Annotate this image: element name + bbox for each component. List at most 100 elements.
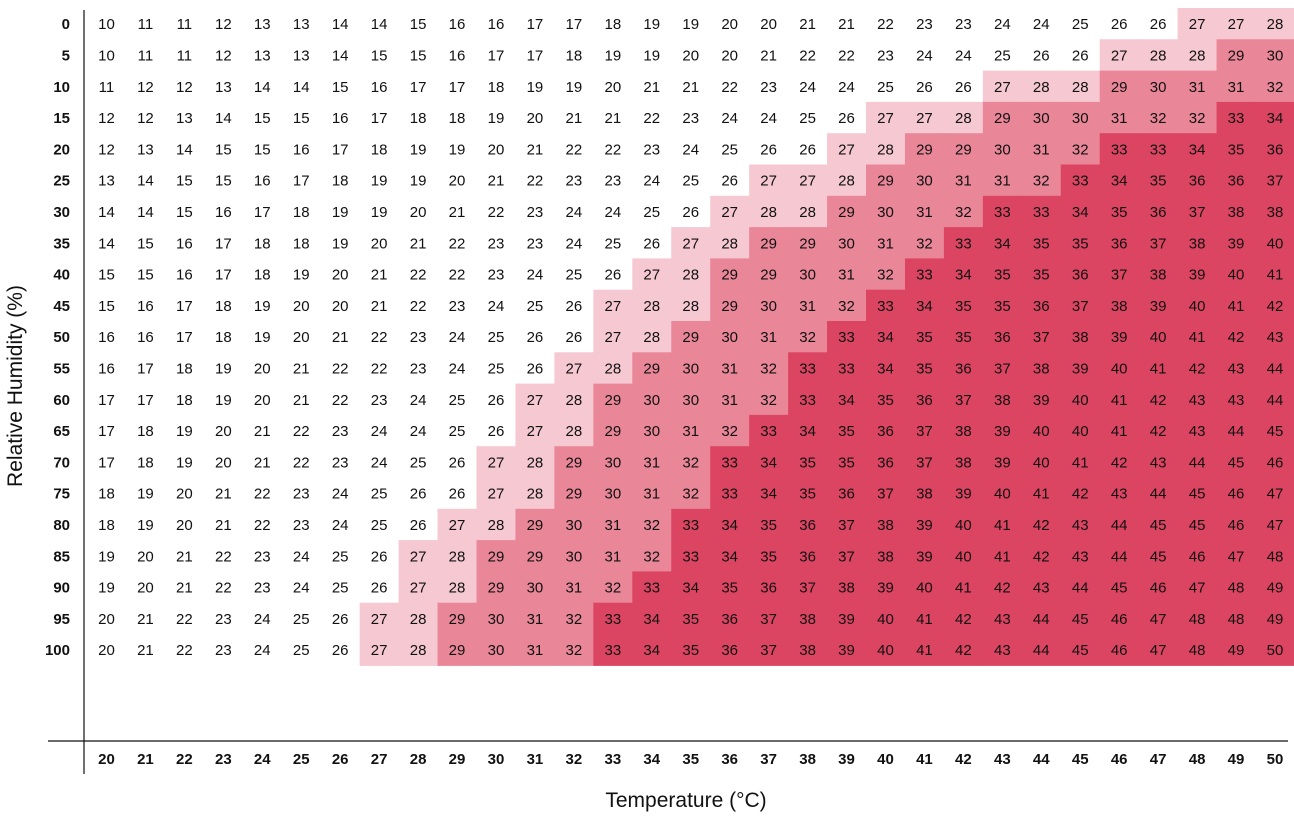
cell-value-label: 27 [799, 173, 816, 190]
heatmap-cell [749, 164, 789, 197]
heatmap-cell [554, 383, 594, 416]
heatmap-cell [671, 540, 711, 572]
heatmap-cell [1021, 164, 1062, 197]
x-tick-label: 30 [488, 751, 505, 768]
cell-value-label: 35 [916, 329, 933, 346]
heatmap-cell [632, 414, 672, 447]
cell-value-label: 22 [449, 235, 466, 252]
heatmap-cell [827, 477, 867, 510]
cell-value-label: 41 [955, 580, 972, 597]
heatmap-cell [437, 70, 478, 103]
cell-value-label: 40 [1189, 298, 1206, 315]
cell-value-label: 21 [527, 141, 544, 158]
heatmap-cell [242, 602, 283, 635]
heatmap-cell [982, 321, 1023, 353]
heatmap-cell [320, 414, 361, 447]
heatmap-cell [710, 8, 750, 40]
cell-value-label: 24 [682, 141, 699, 158]
cell-value-label: 28 [449, 548, 466, 565]
heatmap-cell [164, 258, 205, 291]
cell-value-label: 30 [721, 329, 738, 346]
heatmap-cell [710, 446, 750, 479]
heatmap-cell [437, 39, 478, 72]
cell-value-label: 22 [877, 16, 894, 33]
cell-value-label: 31 [916, 204, 933, 221]
cell-value-label: 18 [215, 329, 232, 346]
cell-value-label: 32 [566, 642, 583, 659]
heatmap-cell [1216, 101, 1257, 134]
y-tick-label: 10 [53, 79, 70, 96]
heatmap-cell [554, 321, 594, 353]
heatmap-cell [125, 634, 166, 666]
heatmap-cell [1138, 101, 1179, 134]
cell-value-label: 17 [215, 267, 232, 284]
cell-value-label: 36 [1267, 141, 1284, 158]
heatmap-cell [632, 289, 672, 322]
cell-value-label: 36 [1111, 235, 1128, 252]
cell-value-label: 39 [916, 548, 933, 565]
cell-value-label: 27 [1111, 47, 1128, 64]
cell-value-label: 24 [410, 392, 427, 409]
cell-value-label: 32 [760, 392, 777, 409]
cell-value-label: 33 [1111, 141, 1128, 158]
cell-value-label: 48 [1189, 611, 1206, 628]
cell-value-label: 28 [643, 298, 660, 315]
heatmap-cell [671, 352, 711, 385]
cell-value-label: 36 [955, 360, 972, 377]
cell-value-label: 37 [1111, 267, 1128, 284]
cell-value-label: 30 [1033, 110, 1050, 127]
heatmap-cell [1177, 352, 1218, 385]
cell-value-label: 22 [254, 486, 271, 503]
heatmap-cell [242, 321, 283, 353]
cell-value-label: 34 [838, 392, 855, 409]
cell-value-label: 42 [1111, 454, 1128, 471]
cell-value-label: 30 [760, 298, 777, 315]
heatmap-cell [1021, 289, 1062, 322]
cell-value-label: 22 [721, 79, 738, 96]
cell-value-label: 15 [98, 267, 115, 284]
heatmap-cell [1138, 602, 1179, 635]
cell-value-label: 26 [527, 329, 544, 346]
cell-value-label: 22 [604, 141, 621, 158]
cell-value-label: 39 [916, 517, 933, 534]
heatmap-cell [242, 133, 283, 166]
heatmap-cell [943, 352, 984, 385]
heatmap-cell [125, 321, 166, 353]
cell-value-label: 16 [488, 16, 505, 33]
cell-value-label: 31 [527, 642, 544, 659]
cell-value-label: 18 [488, 79, 505, 96]
x-tick-label: 39 [838, 751, 855, 768]
cell-value-label: 22 [332, 360, 349, 377]
heatmap-cell [827, 195, 867, 228]
cell-value-label: 23 [682, 110, 699, 127]
cell-value-label: 20 [488, 141, 505, 158]
cell-value-label: 30 [604, 486, 621, 503]
heatmap-cell [398, 39, 439, 72]
heatmap-cell [320, 571, 361, 604]
heatmap-cell [1021, 477, 1062, 510]
cell-value-label: 17 [176, 329, 193, 346]
cell-value-label: 23 [527, 204, 544, 221]
cell-value-label: 35 [838, 423, 855, 440]
heatmap-cell [87, 101, 127, 134]
cell-value-label: 39 [838, 611, 855, 628]
heatmap-cell [164, 383, 205, 416]
heatmap-cell [320, 164, 361, 197]
heatmap-cell [164, 540, 205, 572]
cell-value-label: 25 [994, 47, 1011, 64]
cell-value-label: 18 [371, 141, 388, 158]
heatmap-cell [437, 477, 478, 510]
cell-value-label: 27 [527, 423, 544, 440]
cell-value-label: 30 [838, 235, 855, 252]
heatmap-cell [1255, 289, 1294, 322]
heatmap-cell [788, 446, 828, 479]
heatmap-cell [593, 634, 633, 666]
cell-value-label: 19 [643, 47, 660, 64]
heatmap-cell [788, 289, 828, 322]
cell-value-label: 34 [1267, 110, 1284, 127]
cell-value-label: 21 [799, 16, 816, 33]
cell-value-label: 25 [799, 110, 816, 127]
heatmap-cell [593, 164, 633, 197]
heatmap-cell [1021, 227, 1062, 259]
cell-value-label: 21 [371, 267, 388, 284]
